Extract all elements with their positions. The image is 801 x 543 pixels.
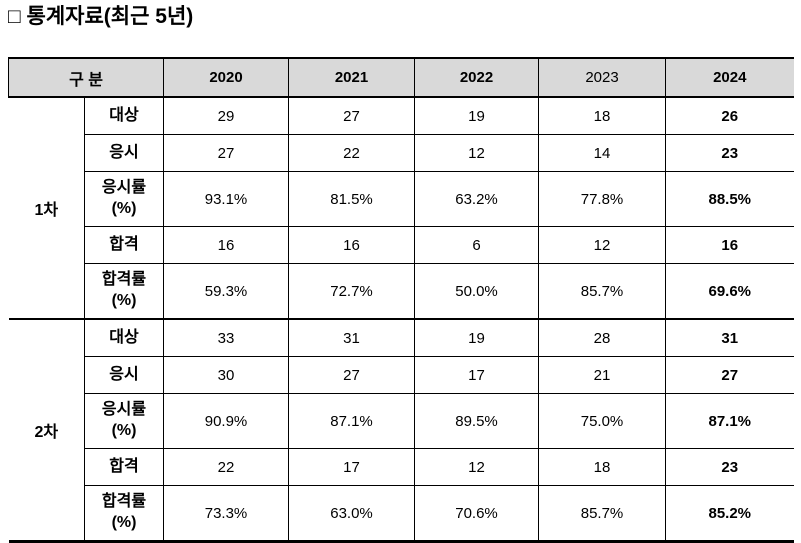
data-cell: 17 [288, 448, 416, 487]
table-row: 응시률 (%) 93.1% 81.5% 63.2% 77.8% 88.5% [9, 171, 794, 228]
col-header-category: 구 분 [7, 57, 165, 99]
data-cell: 21 [538, 356, 667, 395]
data-cell: 31 [288, 318, 416, 358]
data-cell: 73.3% [163, 485, 290, 543]
table-row: 합격 22 17 12 18 23 [9, 448, 794, 487]
table-row: 합격률 (%) 73.3% 63.0% 70.6% 85.7% 85.2% [9, 485, 794, 543]
data-cell: 19 [414, 96, 540, 136]
data-cell: 88.5% [665, 171, 794, 228]
table-body: 1차 대상 29 27 19 18 26 응시 27 22 12 14 23 응… [8, 96, 794, 543]
data-cell: 69.6% [665, 263, 794, 320]
row-label: 대상 [83, 318, 165, 358]
data-cell: 33 [163, 318, 290, 358]
data-cell: 23 [665, 448, 794, 487]
data-cell: 30 [163, 356, 290, 395]
row-label: 합격 [83, 448, 165, 487]
row-label: 응시 [83, 134, 165, 173]
table-row: 응시 27 22 12 14 23 [9, 134, 794, 173]
table-row: 합격률 (%) 59.3% 72.7% 50.0% 85.7% 69.6% [9, 263, 794, 320]
data-cell: 72.7% [288, 263, 416, 320]
data-cell: 85.2% [665, 485, 794, 543]
col-header-2024: 2024 [665, 57, 794, 99]
row-label: 합격 [83, 226, 165, 265]
table-row: 합격 16 16 6 12 16 [9, 226, 794, 265]
row-label: 응시률 (%) [83, 171, 165, 228]
col-header-2021: 2021 [288, 57, 416, 99]
data-cell: 81.5% [288, 171, 416, 228]
row-label: 응시률 (%) [83, 393, 165, 450]
table-row: 1차 대상 29 27 19 18 26 [8, 96, 794, 320]
data-cell: 85.7% [538, 485, 667, 543]
data-cell: 18 [538, 96, 667, 136]
data-cell: 16 [163, 226, 290, 265]
data-cell: 12 [414, 134, 540, 173]
data-cell: 63.0% [288, 485, 416, 543]
data-cell: 27 [288, 96, 416, 136]
data-cell: 22 [288, 134, 416, 173]
data-cell: 16 [665, 226, 794, 265]
data-cell: 17 [414, 356, 540, 395]
col-header-2023: 2023 [538, 57, 667, 99]
data-cell: 26 [665, 96, 794, 136]
group-label-round1: 1차 [8, 96, 85, 320]
row-label: 응시 [83, 356, 165, 395]
table-row: 응시률 (%) 90.9% 87.1% 89.5% 75.0% 87.1% [9, 393, 794, 450]
data-cell: 23 [665, 134, 794, 173]
data-cell: 89.5% [414, 393, 540, 450]
data-cell: 19 [414, 318, 540, 358]
data-cell: 87.1% [665, 393, 794, 450]
data-cell: 18 [538, 448, 667, 487]
data-cell: 27 [665, 356, 794, 395]
data-cell: 28 [538, 318, 667, 358]
row-label: 대상 [83, 96, 165, 136]
data-cell: 27 [163, 134, 290, 173]
row-label: 합격률 (%) [83, 263, 165, 320]
data-cell: 70.6% [414, 485, 540, 543]
data-cell: 22 [163, 448, 290, 487]
data-cell: 85.7% [538, 263, 667, 320]
row-label: 합격률 (%) [83, 485, 165, 543]
group-label-round2: 2차 [8, 318, 85, 543]
data-cell: 29 [163, 96, 290, 136]
table-header: 구 분 2020 2021 2022 2023 2024 [7, 57, 794, 99]
data-cell: 87.1% [288, 393, 416, 450]
data-cell: 6 [414, 226, 540, 265]
data-cell: 12 [414, 448, 540, 487]
table-row: 응시 30 27 17 21 27 [9, 356, 794, 395]
table-row: 2차 대상 33 31 19 28 31 [8, 318, 794, 543]
data-cell: 31 [665, 318, 794, 358]
data-cell: 12 [538, 226, 667, 265]
page-title: □ 통계자료(최근 5년) [8, 5, 194, 28]
data-cell: 75.0% [538, 393, 667, 450]
data-cell: 50.0% [414, 263, 540, 320]
data-cell: 14 [538, 134, 667, 173]
data-cell: 63.2% [414, 171, 540, 228]
data-cell: 16 [288, 226, 416, 265]
data-cell: 27 [288, 356, 416, 395]
header-row: 구 분 2020 2021 2022 2023 2024 [7, 57, 794, 99]
col-header-2022: 2022 [414, 57, 540, 99]
data-cell: 93.1% [163, 171, 290, 228]
data-cell: 90.9% [163, 393, 290, 450]
data-cell: 59.3% [163, 263, 290, 320]
data-cell: 77.8% [538, 171, 667, 228]
statistics-table: 구 분 2020 2021 2022 2023 2024 1차 대상 29 27… [7, 57, 794, 543]
col-header-2020: 2020 [163, 57, 290, 99]
